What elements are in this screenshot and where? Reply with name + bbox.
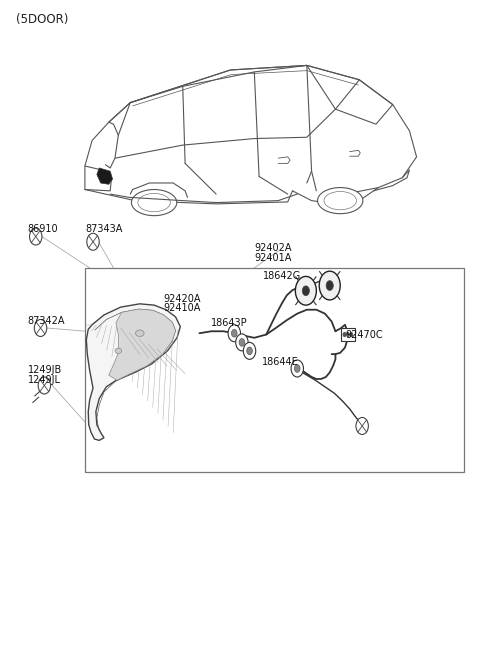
Circle shape	[231, 329, 237, 337]
Circle shape	[302, 286, 310, 296]
Text: 92410A: 92410A	[164, 304, 201, 314]
Circle shape	[356, 417, 368, 434]
Circle shape	[236, 334, 248, 351]
Circle shape	[326, 281, 333, 291]
Text: 92470C: 92470C	[345, 329, 383, 340]
Circle shape	[319, 271, 340, 300]
Text: 87342A: 87342A	[28, 316, 65, 327]
Circle shape	[30, 228, 42, 245]
Circle shape	[294, 365, 300, 373]
Polygon shape	[109, 309, 176, 380]
Text: 18642G: 18642G	[263, 271, 301, 281]
Text: 18644E: 18644E	[262, 357, 298, 367]
Circle shape	[239, 338, 245, 346]
Text: 1249JL: 1249JL	[28, 375, 60, 385]
Bar	[341, 328, 355, 341]
Text: 92401A: 92401A	[254, 253, 292, 263]
Ellipse shape	[135, 330, 144, 337]
Text: 92420A: 92420A	[164, 294, 201, 304]
Text: 18643P: 18643P	[211, 318, 248, 328]
Circle shape	[87, 234, 99, 251]
Circle shape	[349, 332, 353, 337]
Circle shape	[343, 332, 347, 337]
Bar	[85, 268, 464, 472]
Circle shape	[295, 276, 316, 305]
Circle shape	[38, 377, 50, 394]
Text: (5DOOR): (5DOOR)	[16, 13, 68, 26]
Text: 86910: 86910	[28, 224, 58, 234]
Circle shape	[291, 360, 303, 377]
Circle shape	[228, 325, 240, 342]
Circle shape	[346, 332, 350, 337]
Ellipse shape	[318, 188, 363, 214]
Text: 92402A: 92402A	[254, 243, 292, 253]
Text: 1249JB: 1249JB	[28, 365, 62, 375]
Polygon shape	[86, 304, 180, 440]
Polygon shape	[97, 168, 113, 184]
Circle shape	[247, 347, 252, 355]
Circle shape	[243, 342, 256, 359]
Ellipse shape	[115, 348, 121, 354]
Ellipse shape	[132, 190, 177, 216]
Text: 87343A: 87343A	[85, 224, 122, 234]
Circle shape	[34, 319, 47, 337]
